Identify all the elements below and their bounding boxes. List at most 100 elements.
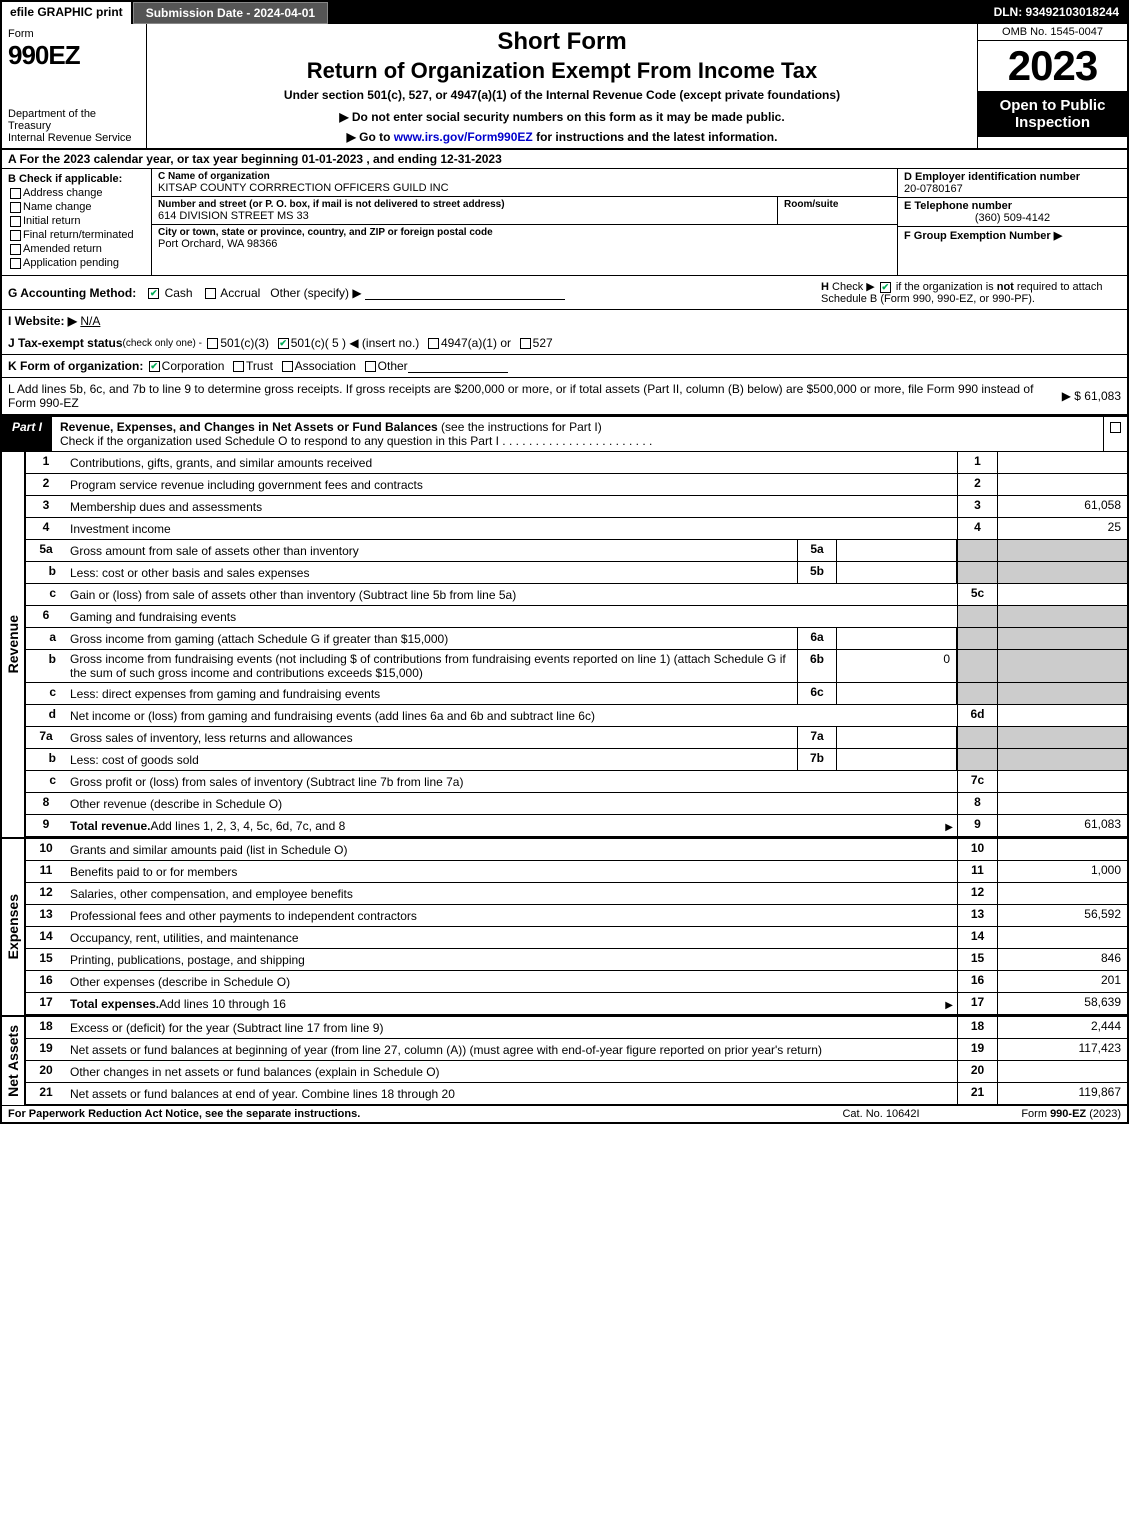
line-box-label: 9 <box>957 815 997 836</box>
line-value: 1,000 <box>997 861 1127 882</box>
part-i-checkbox[interactable] <box>1103 417 1127 451</box>
line-number: 17 <box>26 993 66 1014</box>
line-box-label: 8 <box>957 793 997 814</box>
inner-box-value <box>837 683 957 704</box>
line-row: 5aGross amount from sale of assets other… <box>26 540 1127 562</box>
line-row: 21Net assets or fund balances at end of … <box>26 1083 1127 1105</box>
line-box-label: 5c <box>957 584 997 605</box>
chk-final-return[interactable]: Final return/terminated <box>8 229 145 241</box>
inner-box-label: 6a <box>797 628 837 649</box>
line-number: 7a <box>26 727 66 748</box>
line-desc: Gross sales of inventory, less returns a… <box>66 727 797 748</box>
org-addr-box: Number and street (or P. O. box, if mail… <box>152 197 897 225</box>
line-row: 14Occupancy, rent, utilities, and mainte… <box>26 927 1127 949</box>
expenses-label: Expenses <box>2 839 26 1015</box>
omb-number: OMB No. 1545-0047 <box>978 24 1127 41</box>
line-desc: Gaming and fundraising events <box>66 606 957 627</box>
submission-date: Submission Date - 2024-04-01 <box>133 2 328 24</box>
line-row: 9Total revenue. Add lines 1, 2, 3, 4, 5c… <box>26 815 1127 837</box>
line-value <box>997 727 1127 748</box>
line-box-label <box>957 683 997 704</box>
line-box-label: 13 <box>957 905 997 926</box>
line-row: 2Program service revenue including gover… <box>26 474 1127 496</box>
line-value <box>997 452 1127 473</box>
revenue-label: Revenue <box>2 452 26 837</box>
form-container: efile GRAPHIC print Submission Date - 20… <box>0 0 1129 1124</box>
line-row: 19Net assets or fund balances at beginni… <box>26 1039 1127 1061</box>
line-k: K Form of organization: Corporation Trus… <box>2 355 1127 378</box>
line-value: 119,867 <box>997 1083 1127 1104</box>
inner-box-value <box>837 727 957 748</box>
line-number: d <box>26 705 66 726</box>
line-desc: Occupancy, rent, utilities, and maintena… <box>66 927 957 948</box>
line-desc: Total expenses. Add lines 10 through 16 <box>66 993 957 1014</box>
chk-association[interactable] <box>282 361 293 372</box>
irs-link[interactable]: www.irs.gov/Form990EZ <box>394 130 533 144</box>
chk-address-change[interactable]: Address change <box>8 187 145 199</box>
chk-trust[interactable] <box>233 361 244 372</box>
line-row: 7aGross sales of inventory, less returns… <box>26 727 1127 749</box>
line-value <box>997 584 1127 605</box>
chk-accrual[interactable] <box>205 288 216 299</box>
chk-name-change[interactable]: Name change <box>8 201 145 213</box>
chk-amended-return[interactable]: Amended return <box>8 243 145 255</box>
line-number: a <box>26 628 66 649</box>
inner-box-label: 5a <box>797 540 837 561</box>
line-row: 1Contributions, gifts, grants, and simil… <box>26 452 1127 474</box>
chk-501c[interactable] <box>278 338 289 349</box>
line-number: c <box>26 683 66 704</box>
line-desc: Less: cost of goods sold <box>66 749 797 770</box>
line-number: 19 <box>26 1039 66 1060</box>
group-exemption-box: F Group Exemption Number ▶ <box>898 227 1127 244</box>
phone-value: (360) 509-4142 <box>904 212 1121 224</box>
chk-527[interactable] <box>520 338 531 349</box>
line-row: 20Other changes in net assets or fund ba… <box>26 1061 1127 1083</box>
line-box-label: 4 <box>957 518 997 539</box>
line-l: L Add lines 5b, 6c, and 7b to line 9 to … <box>2 378 1127 415</box>
line-row: 18Excess or (deficit) for the year (Subt… <box>26 1017 1127 1039</box>
line-row: 8Other revenue (describe in Schedule O)8 <box>26 793 1127 815</box>
chk-501c3[interactable] <box>207 338 218 349</box>
chk-cash[interactable] <box>148 288 159 299</box>
chk-4947[interactable] <box>428 338 439 349</box>
line-number: 18 <box>26 1017 66 1038</box>
line-desc: Benefits paid to or for members <box>66 861 957 882</box>
chk-other-org[interactable] <box>365 361 376 372</box>
org-city-box: City or town, state or province, country… <box>152 225 897 252</box>
line-desc: Gross profit or (loss) from sales of inv… <box>66 771 957 792</box>
line-number: 10 <box>26 839 66 860</box>
line-row: 3Membership dues and assessments361,058 <box>26 496 1127 518</box>
line-h: H Check ▶ if the organization is not req… <box>821 280 1121 305</box>
chk-initial-return[interactable]: Initial return <box>8 215 145 227</box>
line-box-label: 7c <box>957 771 997 792</box>
line-a: A For the 2023 calendar year, or tax yea… <box>2 150 1127 169</box>
chk-schedule-b[interactable] <box>880 282 891 293</box>
chk-application-pending[interactable]: Application pending <box>8 257 145 269</box>
form-label: Form <box>8 28 140 40</box>
line-number: 11 <box>26 861 66 882</box>
line-row: bLess: cost or other basis and sales exp… <box>26 562 1127 584</box>
line-row: 16Other expenses (describe in Schedule O… <box>26 971 1127 993</box>
line-desc: Excess or (deficit) for the year (Subtra… <box>66 1017 957 1038</box>
line-box-label: 12 <box>957 883 997 904</box>
line-row: 10Grants and similar amounts paid (list … <box>26 839 1127 861</box>
chk-corporation[interactable] <box>149 361 160 372</box>
line-value <box>997 839 1127 860</box>
line-row: bLess: cost of goods sold7b <box>26 749 1127 771</box>
line-desc: Investment income <box>66 518 957 539</box>
line-number: c <box>26 584 66 605</box>
catalog-number: Cat. No. 10642I <box>801 1108 961 1120</box>
line-number: 15 <box>26 949 66 970</box>
line-desc: Salaries, other compensation, and employ… <box>66 883 957 904</box>
dln: DLN: 93492103018244 <box>986 2 1127 24</box>
line-value <box>997 683 1127 704</box>
org-city: Port Orchard, WA 98366 <box>158 238 891 250</box>
line-desc: Contributions, gifts, grants, and simila… <box>66 452 957 473</box>
form-subtitle: Under section 501(c), 527, or 4947(a)(1)… <box>284 88 840 102</box>
line-number: 12 <box>26 883 66 904</box>
line-desc: Printing, publications, postage, and shi… <box>66 949 957 970</box>
line-number: c <box>26 771 66 792</box>
line-number: 1 <box>26 452 66 473</box>
line-number: b <box>26 749 66 770</box>
line-box-label: 19 <box>957 1039 997 1060</box>
